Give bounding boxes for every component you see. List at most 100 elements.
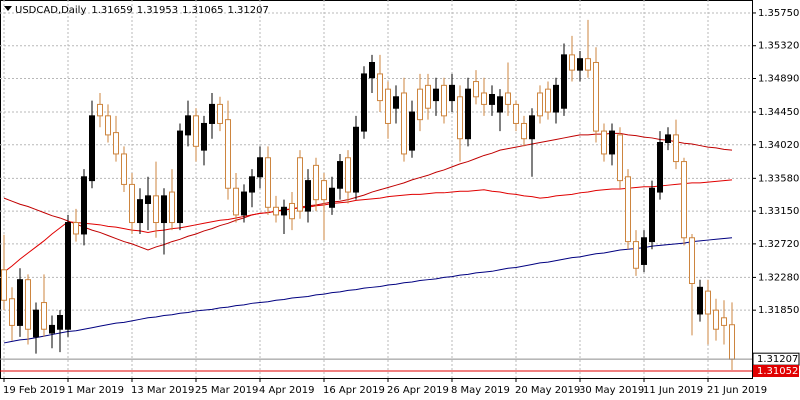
candle-body [705,290,711,315]
candle-body [313,164,319,201]
candle-body [121,153,127,185]
candle-body [105,115,111,136]
candle-body [185,115,191,136]
x-tick-label: 20 May 2019 [515,385,580,396]
candle-body [57,315,63,330]
candle-body [593,61,599,132]
menu-triangle [4,6,12,11]
candle-body [713,309,719,330]
header-close: 1.31207 [227,5,268,16]
y-tick-label: 1.34450 [758,107,799,118]
candle-body [689,237,695,285]
candle-body [433,88,439,102]
candle-body [281,206,287,216]
moving-average-line [3,237,733,344]
candle-body [521,122,527,140]
candle-body [641,237,647,265]
x-tick-label: 26 Apr 2019 [387,385,449,396]
candle-body [305,180,311,212]
candle-body [289,202,295,220]
moving-average-line [3,179,733,273]
candle-body [145,195,151,204]
candle-body [273,206,279,216]
header-low: 1.31065 [182,5,223,16]
candle-body [489,94,495,105]
x-tick-label: 4 Apr 2019 [259,385,314,396]
candle-body [41,302,47,330]
candle-body [529,115,535,140]
candle-body [329,187,335,208]
candle-body [457,96,463,140]
candle-body [545,88,551,113]
candle-body [481,92,487,105]
ask-label-box [753,364,799,377]
candle-body [129,183,135,224]
candle-body [233,187,239,216]
candle-body [97,103,103,117]
candle-body [449,84,455,102]
candle-body [137,199,143,224]
candle-body [321,180,327,201]
candle-body [209,103,215,124]
y-tick-label: 1.32720 [758,239,799,250]
y-tick-label: 1.34020 [758,140,799,151]
candle-body [193,115,199,147]
candle-body [625,176,631,243]
candle-body [361,73,367,132]
candle-body [393,96,399,109]
chart-header: USDCAD,Daily 1.31659 1.31953 1.31065 1.31207 [15,5,269,16]
candle-body [537,92,543,117]
candle-body [721,317,727,326]
candle-body [153,195,159,224]
x-tick-label: 25 Mar 2019 [195,385,258,396]
x-tick-label: 13 Mar 2019 [131,385,194,396]
candle-body [225,119,231,189]
candle-body [81,176,87,235]
y-tick-label: 1.32280 [758,272,799,283]
candle-body [505,92,511,105]
candle-body [617,134,623,182]
candle-body [585,58,591,71]
candle-body [409,111,415,151]
candle-body [297,157,303,212]
candle-body [169,191,175,224]
y-tick-label: 1.33580 [758,173,799,184]
candle-body [265,157,271,208]
candle-body [337,161,343,189]
candle-body [497,96,503,113]
candle-body [473,81,479,98]
candle-body [417,88,423,121]
candle-body [377,73,383,102]
candle-body [665,134,671,144]
candle-body [609,130,615,155]
candle-body [633,241,639,269]
y-tick-label: 1.34890 [758,73,799,84]
candle-body [729,324,735,360]
y-tick-label: 1.35750 [758,8,799,19]
candle-body [657,142,663,193]
candle-body [177,130,183,224]
candle-body [249,176,255,193]
candle-body [257,157,263,178]
candle-body [49,324,55,334]
candle-body [681,161,687,239]
candle-body [569,54,575,71]
candle-body [673,134,679,163]
candle-body [73,222,79,235]
candle-body [441,84,447,117]
candle-body [9,298,15,326]
candle-body [425,84,431,109]
candle-body [33,309,39,338]
candle-body [561,54,567,109]
header-open: 1.31659 [91,5,132,16]
candle-body [553,84,559,113]
header-high: 1.31953 [137,5,178,16]
candle-body [353,126,359,193]
candle-body [697,286,703,315]
candle-body [1,269,7,301]
candle-body [601,130,607,155]
candle-body [65,222,71,330]
x-tick-label: 16 Apr 2019 [323,385,385,396]
symbol: USDCAD,Daily [15,5,86,16]
